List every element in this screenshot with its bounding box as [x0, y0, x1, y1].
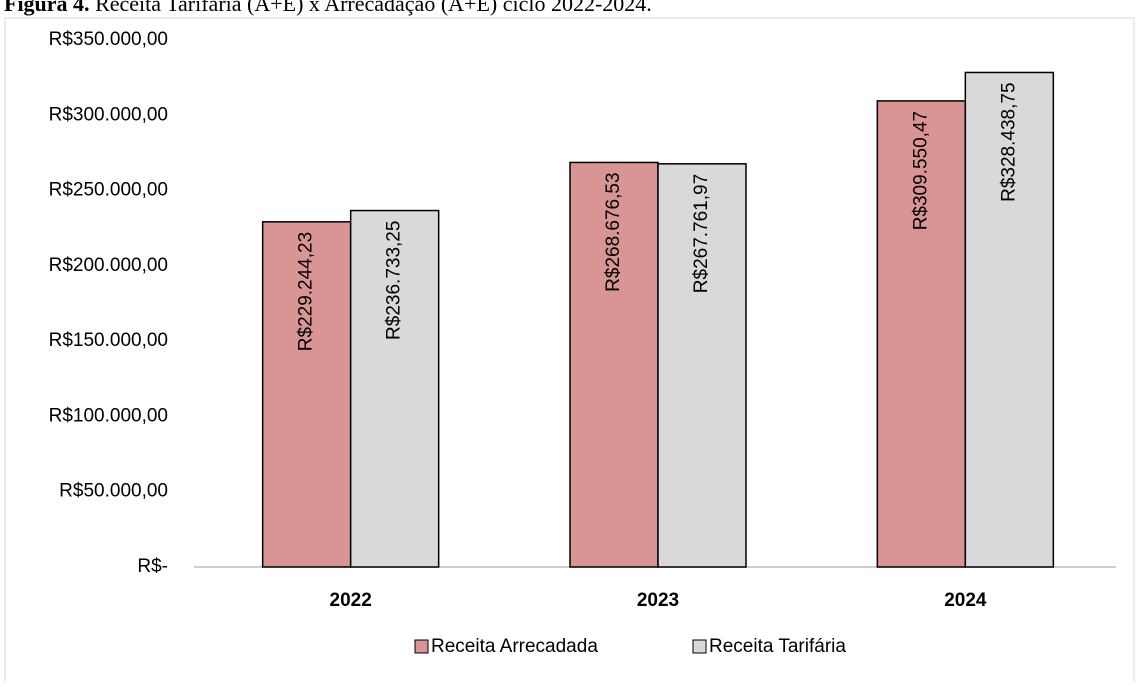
chart-title: Figura 4. Receita Tarifária (A+E) x Arre…: [4, 0, 652, 16]
y-tick-label: R$150.000,00: [49, 330, 168, 351]
y-tick-label: R$50.000,00: [59, 481, 168, 502]
x-tick-label: 2024: [944, 590, 987, 611]
y-tick-label: R$300.000,00: [49, 104, 168, 125]
bar: [569, 161, 659, 568]
bar: [261, 221, 352, 568]
data-label: R$309.550,47: [910, 111, 931, 230]
y-tick-label: R$350.000,00: [49, 29, 168, 50]
data-label: R$328.438,75: [998, 82, 1019, 201]
legend-swatch: [692, 639, 707, 654]
bar: [876, 100, 967, 568]
legend-label: Receita Arrecadada: [431, 636, 598, 657]
y-tick-label: R$-: [137, 556, 168, 577]
x-tick-label: 2023: [637, 590, 679, 611]
y-tick-label: R$100.000,00: [49, 405, 168, 426]
data-label: R$268.676,53: [603, 172, 624, 291]
data-label: R$229.244,23: [296, 232, 317, 351]
bar: [964, 71, 1055, 568]
bar: [349, 209, 440, 568]
y-tick-label: R$200.000,00: [49, 255, 168, 276]
data-label: R$236.733,25: [384, 221, 405, 340]
legend-label: Receita Tarifária: [709, 636, 846, 657]
bar: [657, 163, 747, 568]
title-text: Receita Tarifária (A+E) x Arrecadação (A…: [95, 0, 652, 16]
x-tick-label: 2022: [330, 590, 372, 611]
data-label: R$267.761,97: [691, 174, 712, 293]
y-tick-label: R$250.000,00: [49, 180, 168, 201]
title-prefix: Figura 4.: [4, 0, 90, 16]
legend-swatch: [414, 639, 429, 654]
